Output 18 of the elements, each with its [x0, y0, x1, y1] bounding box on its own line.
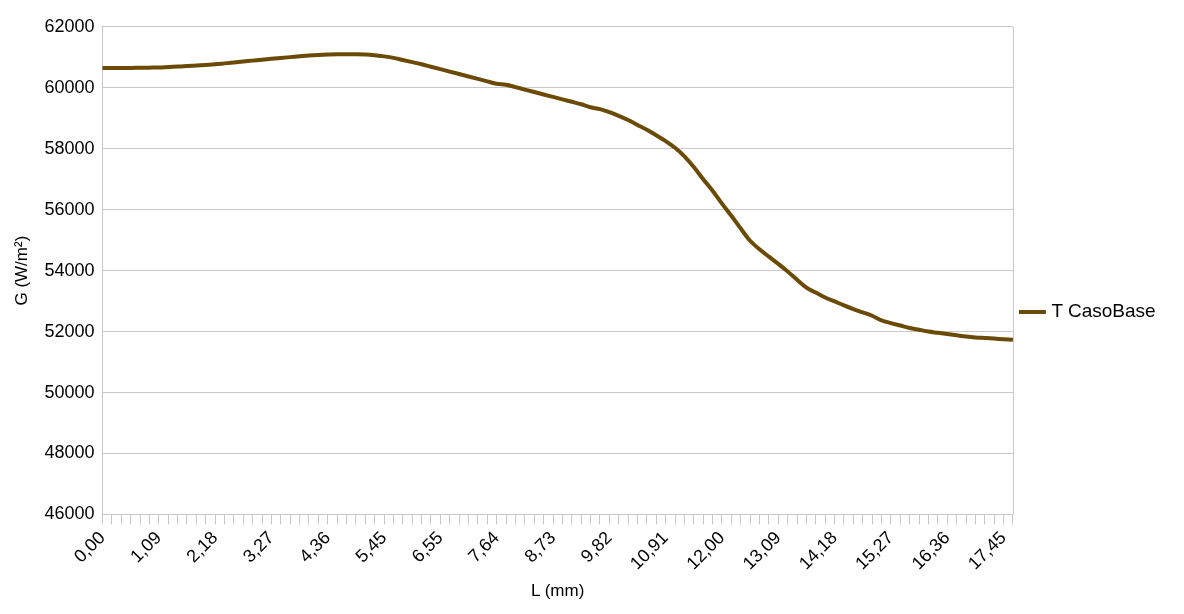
y-tick-label: 60000 [44, 76, 95, 97]
y-tick-label: 62000 [44, 15, 95, 36]
y-tick-label: 50000 [44, 381, 95, 402]
x-axis-title: L (mm) [531, 581, 585, 601]
line-series [100, 52, 1015, 342]
x-tick-label: 4,36 [295, 527, 335, 567]
y-tick-label: 46000 [44, 503, 95, 524]
y-tick-label: 56000 [44, 198, 95, 219]
x-tick-label: 8,73 [520, 527, 560, 567]
y-tick-label: 48000 [44, 442, 95, 463]
x-tick-label: 9,82 [576, 527, 616, 567]
y-tick-label: 58000 [44, 137, 95, 158]
y-tick-label: 54000 [44, 259, 95, 280]
y-axis-title: G (W/m²) [11, 235, 31, 306]
x-tick-label: 0,00 [69, 527, 109, 567]
y-tick-label: 52000 [44, 320, 95, 341]
legend-label: T CasoBase [1051, 300, 1156, 322]
x-tick-label: 7,64 [464, 527, 504, 567]
